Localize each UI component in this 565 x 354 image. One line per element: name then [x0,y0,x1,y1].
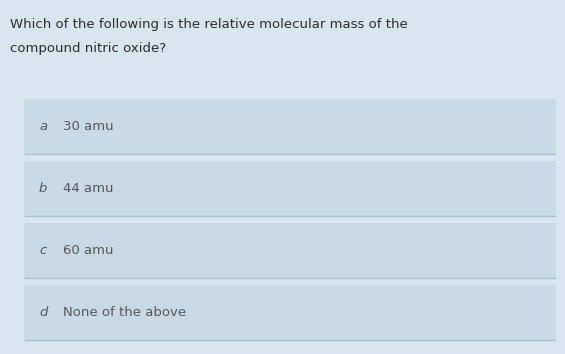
Text: d: d [39,307,47,320]
Text: 30 amu: 30 amu [63,120,114,133]
FancyBboxPatch shape [24,285,556,341]
Text: a: a [39,120,47,133]
FancyBboxPatch shape [24,223,556,279]
Text: 44 amu: 44 amu [63,183,114,195]
FancyBboxPatch shape [24,161,556,217]
Text: Which of the following is the relative molecular mass of the: Which of the following is the relative m… [10,18,408,31]
Text: 60 amu: 60 amu [63,245,114,257]
Text: compound nitric oxide?: compound nitric oxide? [10,42,166,55]
Text: c: c [39,245,46,257]
Text: None of the above: None of the above [63,307,186,320]
FancyBboxPatch shape [24,99,556,155]
Text: b: b [39,183,47,195]
